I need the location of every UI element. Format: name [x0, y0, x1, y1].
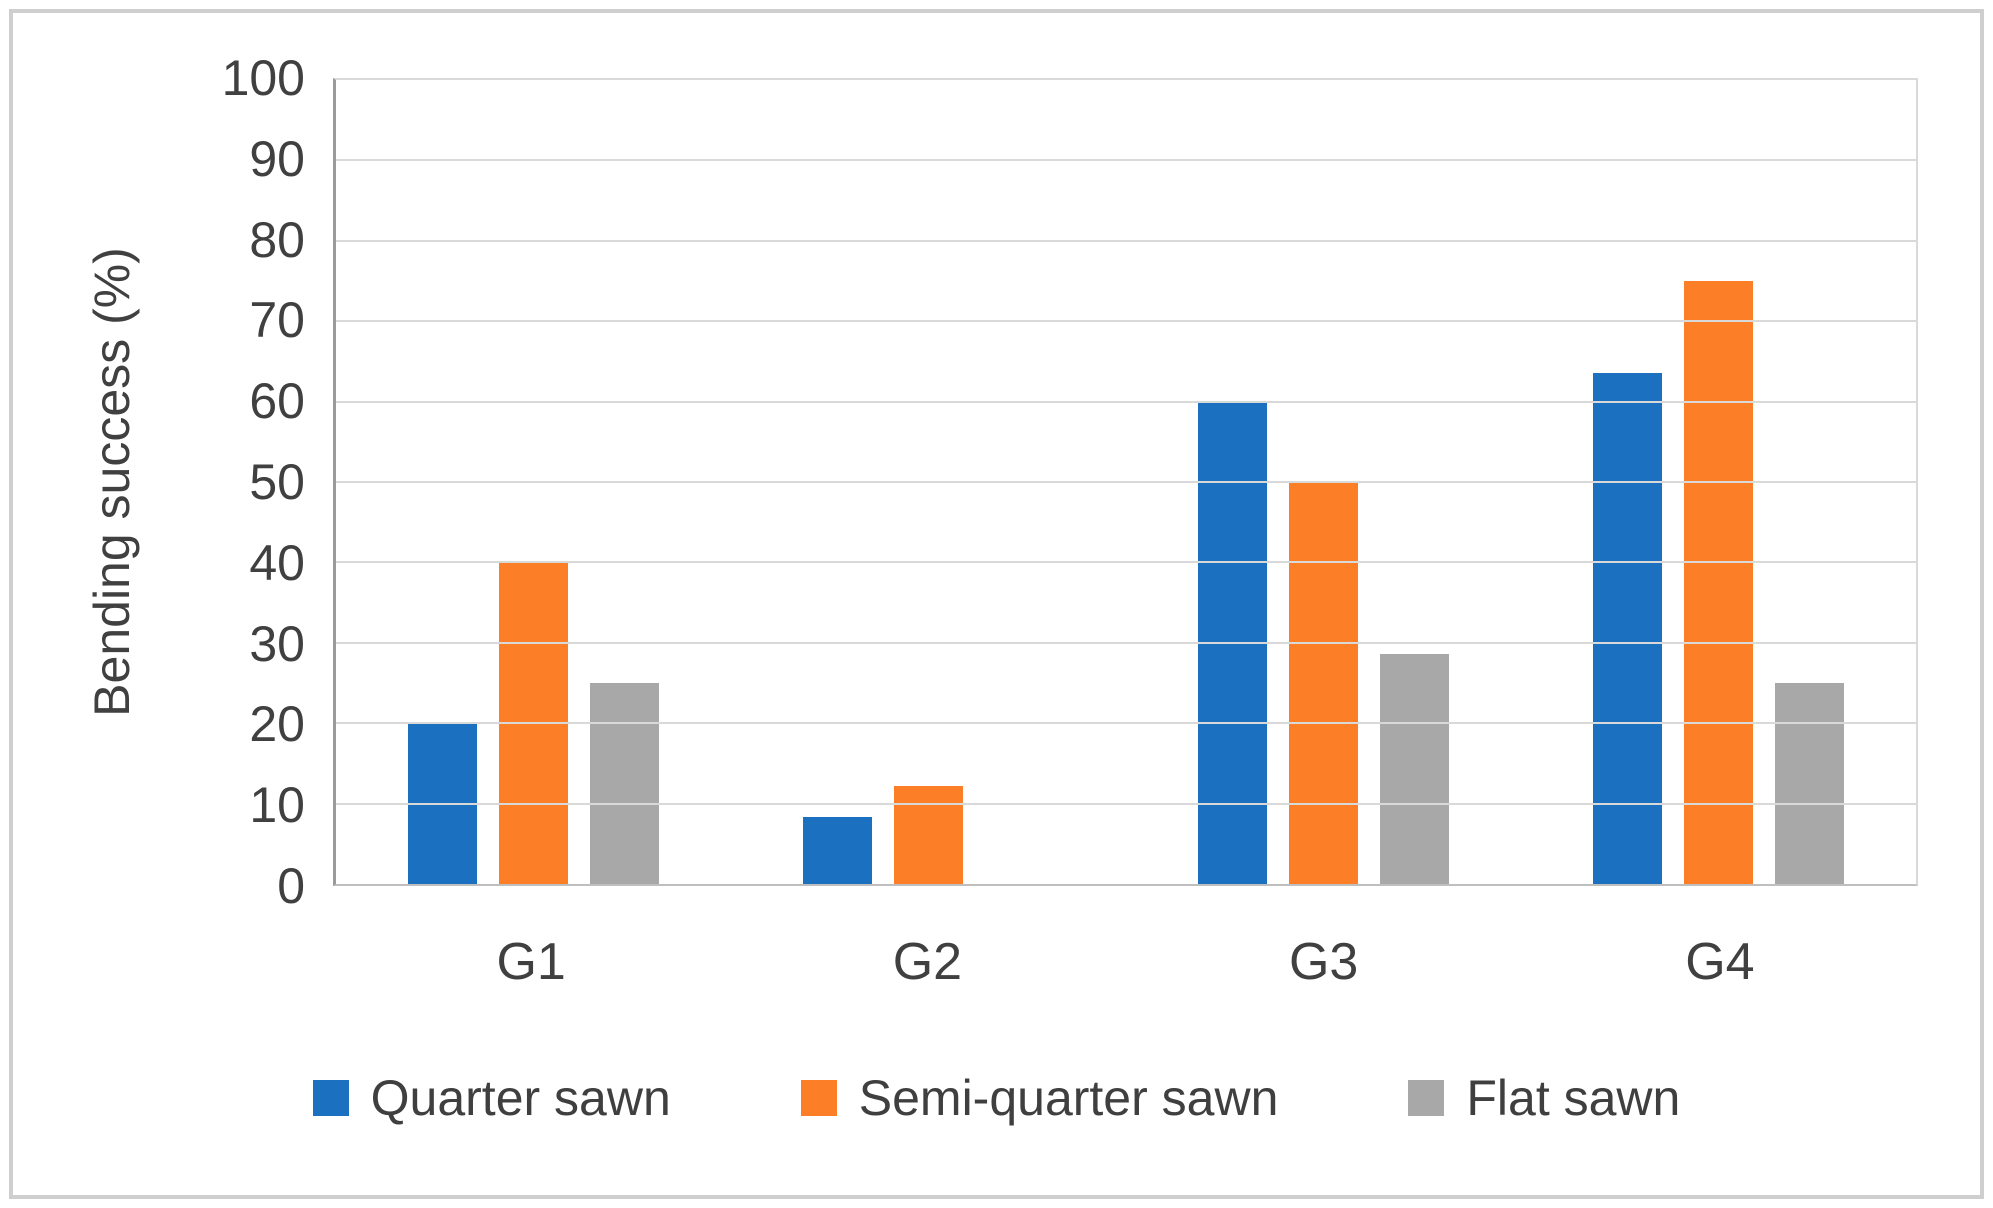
bar-semi-quarter-sawn-g3	[1289, 482, 1358, 884]
x-axis-labels: G1 G2 G3 G4	[333, 896, 1918, 1016]
gridline-10	[336, 802, 1916, 805]
y-tick-label-60: 60	[249, 373, 305, 430]
gridline-90	[336, 159, 1916, 162]
bar-group-g1	[336, 80, 731, 884]
gridline-60	[336, 400, 1916, 403]
y-tick-label-10: 10	[249, 777, 305, 834]
y-tick-label-100: 100	[221, 50, 305, 106]
y-tick-label-90: 90	[249, 130, 305, 187]
gridline-30	[336, 641, 1916, 644]
y-tick-label-40: 40	[249, 534, 305, 591]
gridline-20	[336, 722, 1916, 725]
legend-item-semi-quarter-sawn: Semi-quarter sawn	[800, 1069, 1279, 1127]
bar-flat-sawn-g1	[590, 683, 659, 884]
gridline-50	[336, 481, 1916, 483]
x-tick-label-g4: G4	[1685, 933, 1755, 991]
x-tick-label-g1: G1	[496, 933, 566, 991]
y-tick-label-20: 20	[249, 696, 305, 753]
bar-quarter-sawn-g4	[1593, 373, 1662, 884]
bar-flat-sawn-g3	[1380, 654, 1449, 884]
y-tick-label-80: 80	[249, 211, 305, 268]
bar-quarter-sawn-g2	[803, 817, 872, 884]
legend-swatch-semi-quarter-sawn	[800, 1080, 837, 1116]
y-tick-label-0: 0	[277, 858, 305, 914]
x-tick-label-g2: G2	[892, 933, 963, 991]
legend-label-semi-quarter-sawn: Semi-quarter sawn	[858, 1070, 1279, 1126]
y-axis-ticks: 0 10 20 30 40 50 60 70 80 90 100	[0, 53, 305, 911]
bar-semi-quarter-sawn-g2	[894, 785, 963, 884]
bar-flat-sawn-g4	[1775, 683, 1844, 884]
legend-swatch-flat-sawn	[1408, 1080, 1445, 1116]
legend: Quarter sawn Semi-quarter sawn Flat sawn	[0, 1048, 1993, 1148]
y-tick-label-50: 50	[249, 454, 305, 510]
legend-label-quarter-sawn: Quarter sawn	[370, 1070, 671, 1126]
legend-label-flat-sawn: Flat sawn	[1466, 1070, 1681, 1126]
y-tick-label-30: 30	[249, 615, 305, 672]
bar-semi-quarter-sawn-g4	[1684, 281, 1753, 884]
y-tick-label-70: 70	[249, 292, 305, 349]
legend-swatch-quarter-sawn	[312, 1080, 349, 1116]
gridline-70	[336, 320, 1916, 323]
bar-group-g2	[731, 80, 1126, 884]
legend-item-flat-sawn: Flat sawn	[1408, 1069, 1680, 1127]
gridline-80	[336, 239, 1916, 242]
plot-area	[333, 78, 1918, 886]
gridline-40	[336, 561, 1916, 564]
x-tick-label-g3: G3	[1288, 933, 1359, 991]
bar-group-g4	[1521, 80, 1916, 884]
legend-item-quarter-sawn: Quarter sawn	[312, 1069, 671, 1127]
